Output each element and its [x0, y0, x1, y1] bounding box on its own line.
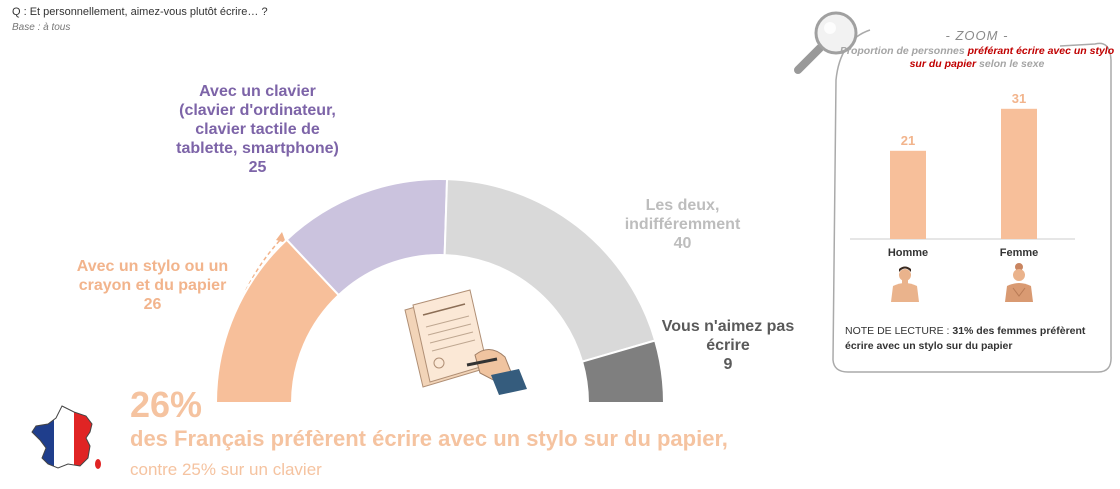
label-clavier: Avec un clavier (clavier d'ordinateur, c…: [170, 82, 345, 177]
france-flag-map-icon: [31, 405, 101, 469]
zoom-subtitle: Proportion de personnes préférant écrire…: [839, 45, 1115, 70]
label-deux: Les deux, indifféremment 40: [595, 196, 770, 253]
question-text: Q : Et personnellement, aimez-vous plutô…: [12, 6, 268, 18]
segment-pas-ecrire: [580, 339, 666, 404]
reading-note: NOTE DE LECTURE : 31% des femmes préfère…: [845, 325, 1086, 352]
magnifier-icon: [794, 11, 858, 74]
woman-icon: [1005, 263, 1033, 302]
value-clavier: 25: [248, 159, 267, 176]
zoom-bar-category: Femme: [999, 247, 1039, 259]
zoom-title: - ZOOM -: [945, 28, 1009, 43]
zoom-bar-homme: [890, 150, 926, 239]
headline-sub: contre 25% sur un clavier: [130, 460, 322, 479]
zoom-bar-value: 21: [900, 132, 916, 148]
headline-text: des Français préfèrent écrire avec un st…: [130, 426, 728, 451]
value-deux: 40: [673, 235, 692, 252]
value-pas-ecrire: 9: [723, 356, 733, 373]
growth-arrow-head: [276, 232, 286, 243]
label-pas-ecrire: Vous n'aimez pas écrire 9: [658, 317, 798, 374]
zoom-subtitle-highlight: préférant écrire avec un stylo sur du pa…: [909, 45, 1115, 70]
reading-note-bold: 31% des femmes préfèrent écrire avec un …: [845, 325, 1086, 352]
headline-number: 26%: [130, 384, 203, 425]
zoom-bar-category: Homme: [887, 247, 929, 259]
label-stylo: Avec un stylo ou un crayon et du papier …: [70, 257, 235, 314]
zoom-bar-femme: [1001, 108, 1037, 239]
base-text: Base : à tous: [12, 22, 71, 33]
value-stylo: 26: [143, 296, 162, 313]
hand-writing-icon: [404, 289, 527, 395]
man-icon: [891, 266, 919, 302]
zoom-bar-value: 31: [1011, 90, 1027, 106]
